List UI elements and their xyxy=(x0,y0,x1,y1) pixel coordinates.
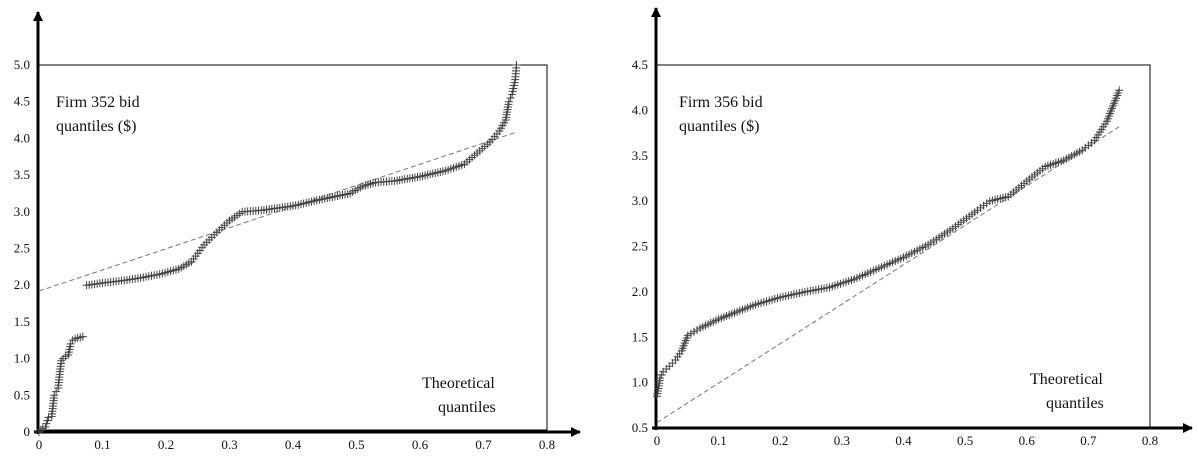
y-tick-label: 4.0 xyxy=(632,102,648,117)
x-tick-labels-1: 0 0.1 0.2 0.3 0.4 0.5 0.6 0.7 0.8 xyxy=(36,437,555,452)
x-tick-label: 0.2 xyxy=(772,433,788,448)
data-point xyxy=(78,332,87,341)
series-label-2a: Firm 356 bid xyxy=(679,94,763,111)
y-tick-label: 4.5 xyxy=(14,94,30,109)
y-tick-label: 0.5 xyxy=(632,420,648,435)
data-points-1 xyxy=(35,61,521,436)
y-tick-label: 1.5 xyxy=(632,329,648,344)
y-tick-labels-2: 0.5 1.0 1.5 2.0 2.5 3.0 3.5 4.0 4.5 xyxy=(632,57,648,435)
y-tick-label: 2.0 xyxy=(14,277,30,292)
y-tick-label: 5.0 xyxy=(14,57,30,72)
y-tick-label: 0 xyxy=(24,424,31,439)
chart-panel-1: 00.51.01.52.02.53.03.54.04.55.0 0 0.1 0.2 0… xyxy=(14,11,581,452)
x-tick-labels-2: 0 0.1 0.2 0.3 0.4 0.5 0.6 0.7 0.8 xyxy=(654,433,1158,448)
data-point xyxy=(656,374,665,383)
y-tick-label: 2.5 xyxy=(14,241,30,256)
y-tick-label: 1.0 xyxy=(632,375,648,390)
series-label-2b: quantiles ($) xyxy=(679,118,759,135)
y-tick-label: 0.5 xyxy=(14,387,30,402)
x-tick-label: 0.8 xyxy=(539,437,555,452)
x-tick-label: 0.2 xyxy=(158,437,174,452)
y-tick-label: 2.0 xyxy=(632,284,648,299)
data-point xyxy=(66,339,75,348)
data-point xyxy=(44,413,53,422)
y-tick-label: 1.5 xyxy=(14,314,30,329)
x-tick-label: 0.6 xyxy=(1019,433,1036,448)
x-axis-label-1b: quantiles xyxy=(438,399,496,416)
data-point xyxy=(504,97,513,106)
y-tick-label: 3.0 xyxy=(14,204,30,219)
reference-line xyxy=(656,126,1120,423)
y-tick-label: 2.5 xyxy=(632,239,648,254)
y-tick-label: 3.5 xyxy=(14,167,30,182)
reference-line-2 xyxy=(656,126,1120,423)
x-tick-label: 0.5 xyxy=(957,433,973,448)
data-points-2 xyxy=(653,86,1124,401)
data-point xyxy=(43,416,52,425)
y-tick-label: 4.0 xyxy=(14,130,30,145)
x-tick-label: 0.8 xyxy=(1142,433,1158,448)
x-tick-label: 0.7 xyxy=(475,437,492,452)
x-axis-label-2a: Theoretical xyxy=(1030,371,1103,388)
x-tick-label: 0.1 xyxy=(94,437,110,452)
data-point xyxy=(50,391,59,400)
x-tick-label: 0.3 xyxy=(221,437,237,452)
x-tick-label: 0.4 xyxy=(285,437,302,452)
y-tick-label: 3.5 xyxy=(632,148,648,163)
data-point xyxy=(1115,86,1124,95)
x-tick-label: 0 xyxy=(36,437,43,452)
x-tick-label: 0.5 xyxy=(348,437,364,452)
data-point xyxy=(657,370,666,379)
series-label-1b: quantiles ($) xyxy=(56,118,136,135)
data-point xyxy=(41,422,50,431)
x-tick-label: 0.1 xyxy=(711,433,727,448)
x-tick-label: 0.3 xyxy=(834,433,850,448)
data-point xyxy=(512,61,521,69)
x-tick-label: 0.4 xyxy=(895,433,912,448)
data-point xyxy=(35,428,43,436)
y-tick-label: 4.5 xyxy=(632,57,648,72)
x-tick-label: 0.6 xyxy=(412,437,429,452)
data-point xyxy=(52,387,61,396)
series-label-1a: Firm 352 bid xyxy=(56,94,140,111)
x-tick-label: 0 xyxy=(654,433,661,448)
data-point xyxy=(506,94,515,103)
y-tick-label: 1.0 xyxy=(14,351,30,366)
y-tick-label: 3.0 xyxy=(632,193,648,208)
y-tick-labels-1: 0 0.5 1.0 1.5 2.0 2.5 3.0 3.5 4.0 4.5 5.0 xyxy=(14,57,30,439)
x-tick-label: 0.7 xyxy=(1080,433,1097,448)
chart-panel-2: 0.5 1.0 1.5 2.0 2.5 3.0 3.5 4.0 4.5 0 0.1 0.2 0.3 0.… xyxy=(632,7,1193,448)
x-axis-label-1a: Theoretical xyxy=(422,375,495,392)
data-point xyxy=(36,425,45,434)
data-point xyxy=(42,419,51,428)
x-axis-label-2b: quantiles xyxy=(1046,395,1104,412)
